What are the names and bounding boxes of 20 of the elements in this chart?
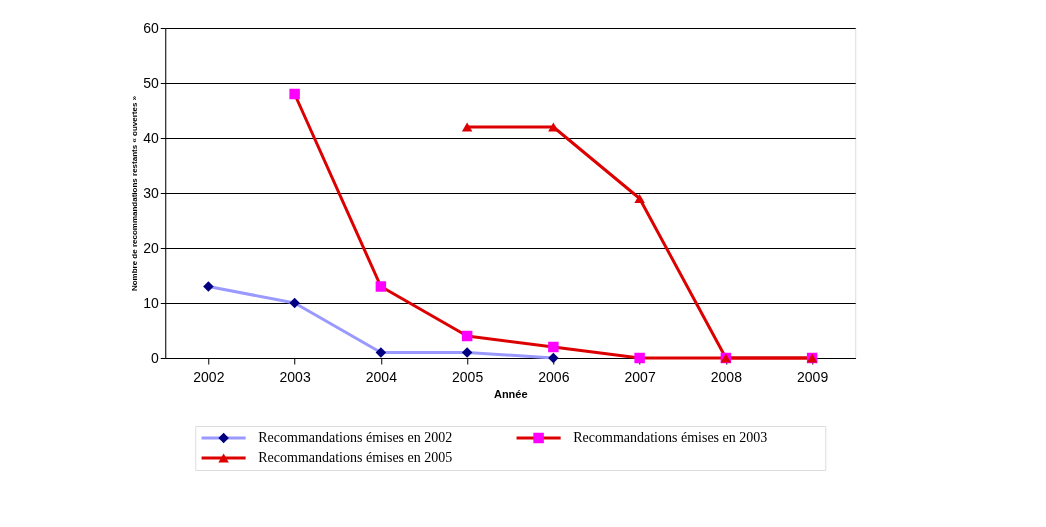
x-tick-label: 2008 [710,368,743,385]
y-tick-label: 0 [150,349,159,366]
y-axis-title: Nombre de recommandations restants « ouvertes » [130,95,140,292]
legend-label: Recommandations émises en 2002 [258,430,453,445]
y-tick-label: 60 [143,19,159,36]
y-tick-label: 30 [143,184,159,201]
x-tick-label: 2006 [538,368,570,385]
x-tick-label: 2003 [279,368,311,385]
x-tick-label: 2007 [624,368,656,385]
x-tick-label: 2002 [193,368,225,385]
x-tick-label: 2009 [797,368,829,385]
y-tick-label: 40 [143,129,159,146]
y-tick-label: 10 [143,294,159,311]
legend-label: Recommandations émises en 2003 [573,430,768,445]
y-tick-label: 50 [143,74,159,91]
legend-label: Recommandations émises en 2005 [258,450,453,465]
x-axis-title: Année [493,387,528,400]
x-tick-label: 2005 [452,368,484,385]
x-tick-label: 2004 [365,368,398,385]
y-tick-label: 20 [143,239,159,256]
